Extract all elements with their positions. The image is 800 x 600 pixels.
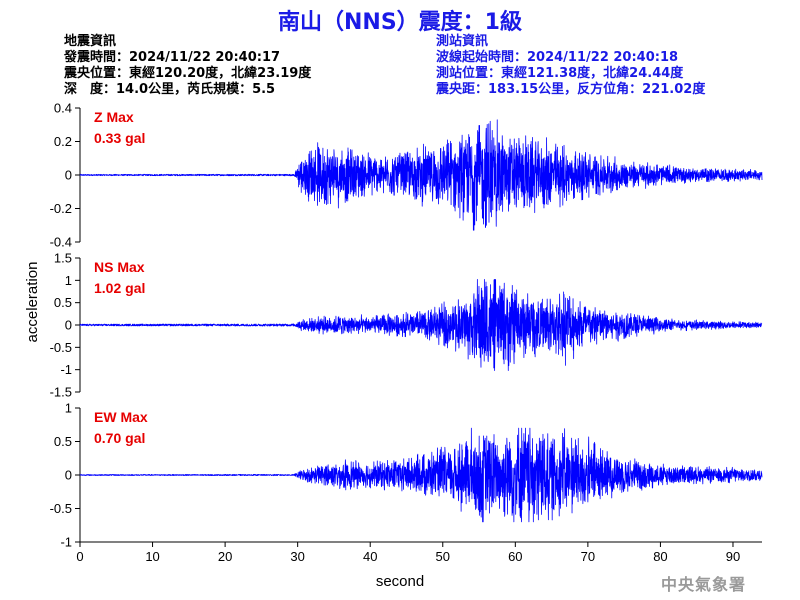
y-tick-label: -1.5 [50,385,72,400]
y-tick-label: 0 [65,168,72,183]
agency-credit: 中央氣象署 [660,575,746,594]
y-tick-label: -1 [60,362,72,377]
y-tick-label: -0.4 [50,235,72,250]
channel-max-value: 0.70 gal [94,430,145,446]
x-tick-label: 60 [508,549,522,564]
x-axis-label: second [376,573,424,590]
station-info-heading: 測站資訊 [436,34,489,49]
earthquake-info-heading: 地震資訊 [64,34,117,49]
y-tick-label: -0.5 [50,340,72,355]
waveform-trace [79,279,763,371]
x-tick-label: 20 [218,549,232,564]
y-tick-label: -1 [60,535,72,550]
y-tick-label: 0.5 [54,295,72,310]
x-tick-label: 50 [436,549,450,564]
x-tick-label: 90 [726,549,740,564]
wave-onset-time: 波線起始時間：2024/11/22 20:40:18 [436,50,679,65]
waveform-trace [79,119,763,231]
y-tick-label: 0.4 [54,101,72,116]
x-tick-label: 0 [76,549,83,564]
epicentral-distance: 震央距：183.15公里，反方位角：221.02度 [436,82,706,97]
page-title: 南山（NNS）震度：1級 [278,10,522,35]
earthquake-info: 地震資訊 發震時間：2024/11/22 20:40:17 震央位置：東經120… [64,34,311,98]
x-tick-label: 30 [290,549,304,564]
y-tick-label: 1 [65,273,72,288]
channel-max-name: EW Max [94,409,148,425]
y-tick-label: -0.2 [50,201,72,216]
origin-time: 發震時間：2024/11/22 20:40:17 [64,50,281,65]
y-tick-label: 0 [65,318,72,333]
x-tick-label: 10 [145,549,159,564]
channel-panel: -1 -0.5 0 0.5 1 EW Max 0.70 gal [50,401,763,550]
y-tick-label: 0 [65,468,72,483]
y-tick-label: 1 [65,401,72,416]
x-tick-label: 40 [363,549,377,564]
y-tick-label: 0.2 [54,134,72,149]
y-axis-label: acceleration [24,262,41,343]
channel-panel: -0.4 -0.2 0 0.2 0.4 Z Max 0.33 gal [50,101,763,250]
channel-max-value: 1.02 gal [94,280,145,296]
y-tick-label: 1.5 [54,251,72,266]
channel-max-name: NS Max [94,259,145,275]
x-tick-label: 80 [653,549,667,564]
station-info: 測站資訊 波線起始時間：2024/11/22 20:40:18 測站位置：東經1… [436,34,705,98]
epicenter-location: 震央位置：東經120.20度，北緯23.19度 [64,66,312,81]
y-tick-label: 0.5 [54,434,72,449]
y-tick-label: -0.5 [50,501,72,516]
waveform-trace [79,427,763,523]
channel-max-value: 0.33 gal [94,130,145,146]
depth-magnitude: 深 度：14.0公里，芮氏規模：5.5 [64,82,276,97]
channel-panel: -1.5 -1 -0.5 0 0.5 1 1.5 NS Max 1.02 gal [50,251,763,400]
x-tick-label: 70 [581,549,595,564]
station-location: 測站位置：東經121.38度，北緯24.44度 [436,66,684,81]
channel-max-name: Z Max [94,109,134,125]
